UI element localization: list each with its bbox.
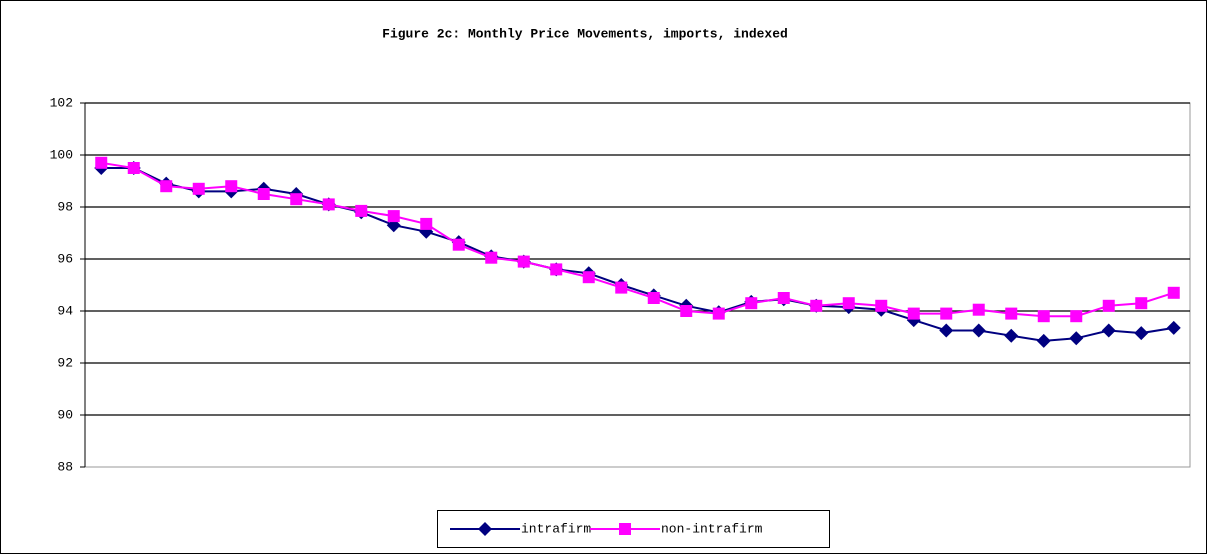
marker — [1167, 286, 1180, 299]
marker — [1037, 310, 1050, 323]
marker — [550, 263, 563, 276]
marker — [875, 299, 888, 312]
marker — [160, 180, 173, 193]
y-tick-label: 102 — [50, 95, 73, 110]
y-tick-label: 94 — [57, 303, 73, 318]
marker — [95, 156, 108, 169]
marker — [420, 217, 433, 230]
marker — [745, 297, 758, 310]
legend-label: intrafirm — [521, 521, 591, 536]
y-tick-label: 96 — [57, 251, 73, 266]
y-tick-label: 98 — [57, 199, 73, 214]
marker — [972, 303, 985, 316]
marker — [1135, 297, 1148, 310]
marker — [680, 305, 693, 317]
marker — [225, 180, 238, 193]
y-tick-label: 100 — [50, 147, 73, 162]
marker — [517, 255, 530, 268]
marker — [647, 292, 660, 304]
marker — [1004, 328, 1019, 343]
marker — [127, 162, 140, 174]
marker — [939, 323, 954, 338]
marker — [387, 210, 400, 223]
marker — [810, 299, 823, 312]
marker — [1102, 299, 1115, 312]
marker — [940, 307, 953, 320]
marker — [1101, 323, 1116, 338]
legend-box — [437, 510, 830, 548]
marker — [290, 193, 303, 206]
marker — [615, 281, 628, 294]
marker — [907, 307, 920, 320]
marker — [842, 297, 855, 310]
marker — [712, 307, 725, 320]
marker — [322, 198, 335, 211]
legend: intrafirm non-intrafirm — [450, 521, 763, 536]
y-tick-label: 88 — [57, 459, 73, 474]
y-tick-label: 90 — [57, 407, 73, 422]
marker — [777, 292, 790, 304]
marker — [1134, 326, 1149, 341]
marker — [1070, 310, 1083, 323]
marker — [619, 523, 631, 535]
marker — [192, 182, 205, 195]
series-line — [101, 167, 1174, 342]
marker — [355, 204, 368, 217]
chart-title: Figure 2c: Monthly Price Movements, impo… — [382, 26, 788, 41]
marker — [257, 188, 270, 200]
y-tick-label: 92 — [57, 355, 73, 370]
marker — [485, 251, 498, 264]
marker — [478, 522, 492, 536]
marker — [971, 323, 986, 338]
series-line — [101, 161, 1175, 318]
marker — [1036, 333, 1051, 348]
legend-label: non-intrafirm — [661, 521, 763, 536]
marker — [1166, 320, 1181, 335]
marker — [1069, 331, 1084, 346]
marker — [1005, 307, 1018, 320]
marker — [582, 271, 595, 284]
marker — [452, 238, 465, 251]
